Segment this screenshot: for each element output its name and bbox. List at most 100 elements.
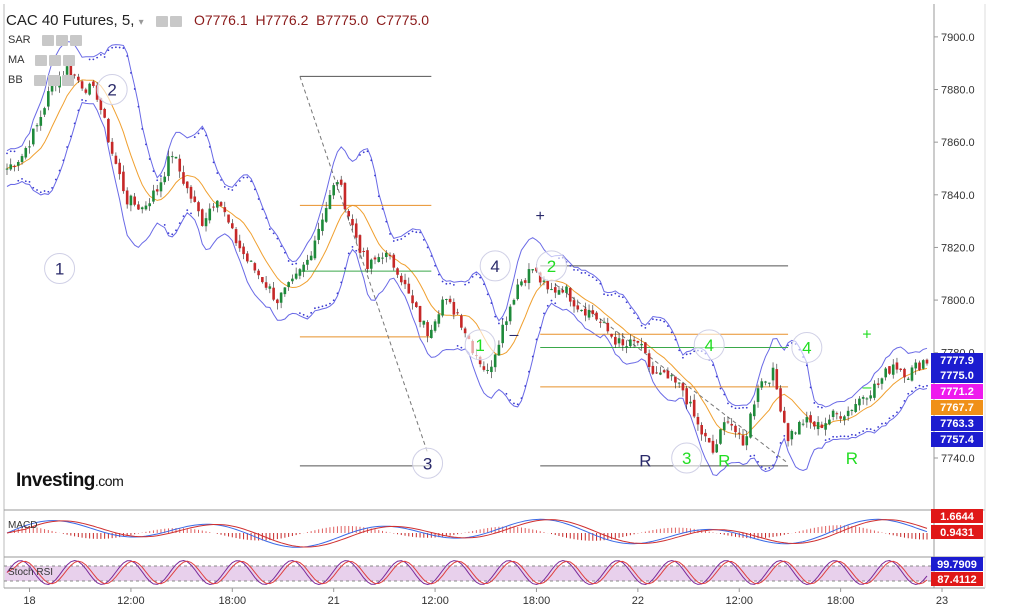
candle-body bbox=[617, 338, 621, 344]
close-icon[interactable] bbox=[61, 74, 74, 86]
candle bbox=[110, 137, 114, 156]
candle-body bbox=[861, 397, 865, 399]
candle-body bbox=[163, 176, 167, 183]
candle-body bbox=[422, 320, 426, 325]
candle bbox=[28, 140, 31, 154]
candle bbox=[516, 278, 519, 301]
price-label: 7771.2 bbox=[940, 386, 974, 398]
candle-body bbox=[133, 196, 136, 205]
candle bbox=[711, 434, 715, 455]
candle-body bbox=[677, 382, 681, 384]
sar-dot bbox=[392, 240, 395, 242]
sar-dot bbox=[663, 320, 666, 323]
candle-body bbox=[888, 366, 891, 374]
sar-dot bbox=[298, 312, 301, 315]
settings-icon[interactable] bbox=[41, 34, 54, 46]
candle-body bbox=[381, 257, 384, 259]
candle-body bbox=[399, 275, 403, 283]
sar-dot bbox=[471, 275, 474, 278]
candle-body bbox=[460, 315, 463, 328]
indicator-ma[interactable]: MA bbox=[8, 54, 77, 66]
close-icon[interactable] bbox=[69, 34, 82, 46]
settings-icon[interactable] bbox=[155, 16, 168, 28]
candle-body bbox=[655, 372, 658, 374]
sar-dot bbox=[772, 464, 774, 467]
candle bbox=[321, 213, 324, 236]
candle bbox=[276, 298, 279, 310]
candle-body bbox=[632, 339, 636, 342]
candle-body bbox=[129, 195, 133, 206]
candle-body bbox=[28, 146, 31, 148]
symbol-dropdown-icon[interactable]: ▾ bbox=[138, 17, 144, 28]
stoch-rsi-label[interactable]: Stoch RSI bbox=[8, 567, 54, 578]
close-icon[interactable] bbox=[62, 54, 75, 66]
price-label-bg bbox=[931, 384, 983, 399]
sar-dot bbox=[114, 46, 117, 49]
sar-dot bbox=[103, 56, 106, 58]
sar-dot bbox=[835, 435, 838, 438]
candle-body bbox=[557, 290, 561, 295]
candle-body bbox=[197, 202, 200, 212]
candle-body bbox=[625, 346, 628, 348]
candle-body bbox=[828, 419, 831, 425]
candle-body bbox=[704, 432, 707, 437]
candle-body bbox=[407, 283, 411, 294]
sar-dot bbox=[212, 161, 215, 164]
candle bbox=[508, 304, 512, 325]
wave-circle bbox=[412, 447, 444, 479]
sar-dot bbox=[148, 158, 151, 160]
sar-dot bbox=[655, 318, 658, 321]
candle-body bbox=[670, 375, 673, 377]
candle-body bbox=[411, 295, 414, 304]
sar-dot bbox=[220, 179, 222, 181]
candle bbox=[99, 97, 103, 115]
sar-dot bbox=[693, 350, 696, 353]
eye-icon[interactable] bbox=[47, 74, 60, 86]
moving-average-line bbox=[6, 79, 928, 436]
macd-label[interactable]: MACD bbox=[8, 520, 38, 531]
candle-body bbox=[257, 270, 260, 276]
candle bbox=[636, 340, 640, 346]
sar-dot bbox=[490, 302, 493, 304]
candle-body bbox=[572, 300, 576, 307]
eye-icon[interactable] bbox=[55, 34, 68, 46]
sar-dot bbox=[6, 152, 8, 155]
y-tick-label: 7900.0 bbox=[941, 32, 975, 44]
candle-body bbox=[640, 343, 643, 346]
sar-dot bbox=[325, 304, 328, 307]
sar-dot bbox=[186, 209, 189, 212]
sar-dot bbox=[156, 179, 159, 182]
candle-body bbox=[114, 155, 118, 164]
sar-dot bbox=[295, 262, 298, 265]
hide-icon[interactable] bbox=[169, 16, 182, 28]
settings-icon[interactable] bbox=[33, 74, 46, 86]
indicator-sar[interactable]: SAR bbox=[8, 34, 84, 46]
sar-dot bbox=[291, 263, 294, 266]
candle-body bbox=[441, 299, 444, 316]
indicator-bb[interactable]: BB bbox=[8, 74, 76, 86]
candle-body bbox=[384, 252, 388, 258]
marker-sign: – bbox=[509, 326, 518, 343]
candle-body bbox=[531, 269, 535, 271]
sar-dot bbox=[310, 311, 313, 314]
sar-dot bbox=[9, 150, 12, 153]
sar-dot bbox=[407, 232, 410, 235]
settings-icon[interactable] bbox=[34, 54, 47, 66]
price-label: 7775.0 bbox=[940, 370, 974, 382]
sar-dot bbox=[674, 338, 677, 341]
wave-label: R bbox=[718, 452, 730, 471]
candle-body bbox=[561, 290, 565, 293]
candle bbox=[662, 368, 666, 374]
candle-body bbox=[313, 240, 317, 259]
candle bbox=[527, 263, 531, 290]
candle bbox=[249, 259, 253, 262]
sar-dot bbox=[768, 466, 771, 469]
sar-dot bbox=[99, 53, 102, 56]
candle-body bbox=[722, 422, 726, 431]
candle bbox=[572, 296, 576, 313]
sar-dot bbox=[88, 58, 91, 61]
symbol-title[interactable]: CAC 40 Futures, 5, bbox=[6, 12, 135, 29]
candle bbox=[903, 367, 906, 383]
eye-icon[interactable] bbox=[48, 54, 61, 66]
